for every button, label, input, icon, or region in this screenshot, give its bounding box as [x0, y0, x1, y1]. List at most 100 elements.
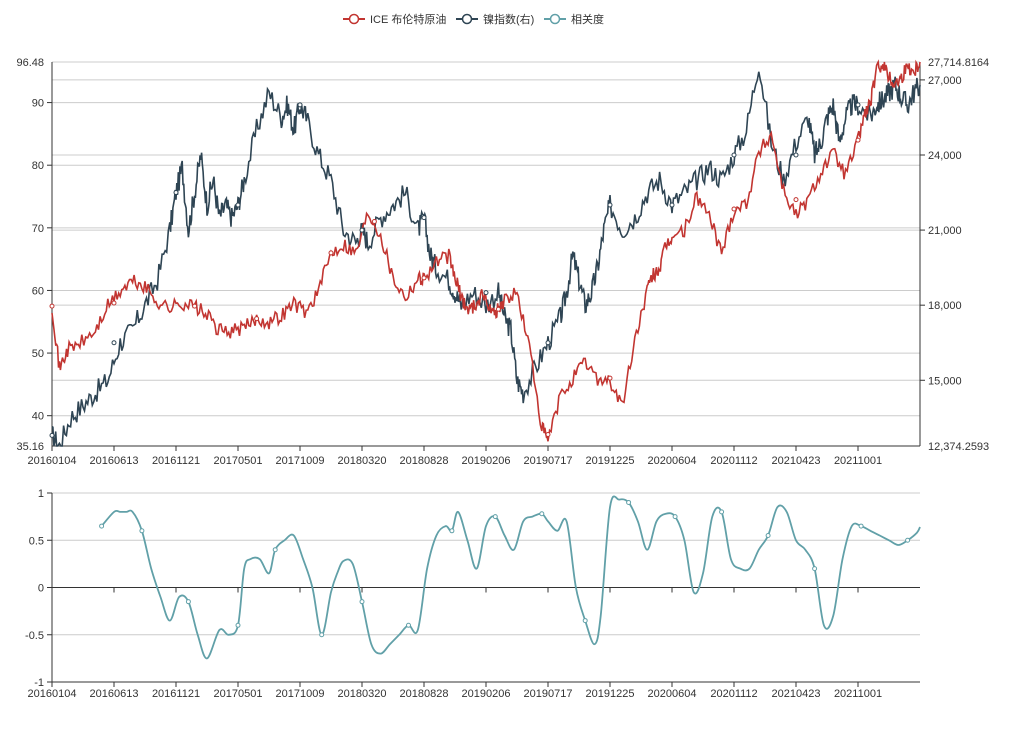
- brent-point: [421, 275, 427, 281]
- corr-x-tick-label: 20210423: [772, 688, 821, 700]
- x-tick-label: 20180828: [400, 455, 449, 467]
- corr-x-tick-label: 20211001: [834, 688, 882, 700]
- price-chart-axes: 40 50 60 70 80 90 15,000 18,000 21,000 24,000 27,0…: [16, 57, 989, 467]
- right-tick-label: 24,000: [928, 150, 962, 162]
- nickel-point: [545, 340, 551, 346]
- left-tick-label: 40: [32, 411, 44, 423]
- legend-item-brent[interactable]: ICE 布伦特原油: [343, 12, 446, 26]
- correlation-point: [449, 528, 455, 534]
- correlation-chart: -1 -0.5 0 0.5 1 20160104 20160613 20161121 20170…: [25, 488, 921, 700]
- correlation-point: [812, 566, 818, 572]
- nickel-point: [421, 215, 427, 221]
- x-tick-label: 20211001: [834, 455, 882, 467]
- corr-y-tick-label: 0: [38, 583, 44, 595]
- price-chart-grid: [52, 61, 920, 417]
- corr-x-tick-label: 20180828: [400, 688, 449, 700]
- x-tick-label: 20200604: [648, 455, 697, 467]
- left-tick-label: 90: [32, 98, 44, 110]
- correlation-point: [139, 528, 145, 534]
- brent-point: [371, 219, 377, 225]
- right-min-label: 12,374.2593: [928, 441, 989, 453]
- nickel-point: [297, 102, 303, 108]
- x-tick-label: 20161121: [152, 455, 200, 467]
- corr-x-tick-label: 20200604: [648, 688, 697, 700]
- left-max-label: 96.48: [16, 57, 44, 69]
- corr-x-tick-label: 20190206: [462, 688, 511, 700]
- corr-x-tick-label: 20180320: [338, 688, 387, 700]
- legend-marker-nickel: [461, 13, 473, 25]
- nickel-point: [669, 202, 675, 208]
- brent-point: [793, 197, 799, 203]
- nickel-point: [731, 152, 737, 158]
- nickel-point: [793, 152, 799, 158]
- brent-point: [49, 303, 55, 309]
- x-tick-label: 20191225: [586, 455, 635, 467]
- correlation-point: [492, 514, 498, 520]
- x-tick-label: 20170501: [214, 455, 263, 467]
- legend-item-nickel[interactable]: 镍指数(右): [456, 12, 534, 26]
- x-tick-label: 20160613: [90, 455, 139, 467]
- chart-legend[interactable]: ICE 布伦特原油 镍指数(右) 相关度: [343, 12, 604, 26]
- correlation-point: [582, 618, 588, 624]
- brent-point: [495, 306, 501, 312]
- correlation-point: [626, 499, 632, 505]
- x-tick-label: 20190206: [462, 455, 511, 467]
- correlation-point: [99, 523, 105, 529]
- x-tick-label: 20190717: [524, 455, 573, 467]
- brent-point: [731, 206, 737, 212]
- nickel-point: [49, 432, 55, 438]
- brent-point: [192, 303, 198, 309]
- corr-y-tick-label: 1: [38, 488, 44, 500]
- x-tick-label: 20171009: [276, 455, 325, 467]
- corr-x-tick-label: 20161121: [152, 688, 200, 700]
- correlation-line: [100, 495, 921, 660]
- brent-point: [607, 375, 613, 381]
- correlation-point: [719, 509, 725, 515]
- corr-x-tick-label: 20191225: [586, 688, 635, 700]
- legend-item-corr[interactable]: 相关度: [544, 12, 604, 26]
- nickel-point: [235, 202, 241, 208]
- nickel-index-line: [51, 71, 921, 447]
- legend-label-brent: ICE 布伦特原油: [370, 12, 446, 26]
- brent-point: [545, 431, 551, 437]
- x-tick-label: 20180320: [338, 455, 387, 467]
- nickel-point: [359, 227, 365, 233]
- brent-point: [328, 250, 334, 256]
- left-min-label: 35.16: [16, 441, 44, 453]
- corr-x-tick-label: 20201112: [710, 688, 757, 700]
- legend-label-corr: 相关度: [571, 12, 604, 26]
- correlation-point: [765, 533, 771, 539]
- brent-oil-line: [51, 59, 921, 442]
- x-tick-label: 20201112: [710, 455, 757, 467]
- correlation-chart-series: [99, 495, 921, 660]
- right-tick-label: 15,000: [928, 375, 962, 387]
- price-chart-series: [49, 59, 921, 447]
- brent-point: [254, 316, 260, 322]
- corr-y-tick-label: -1: [34, 677, 44, 689]
- correlation-point: [539, 511, 545, 517]
- corr-x-tick-label: 20160613: [90, 688, 139, 700]
- correlation-point: [406, 622, 411, 628]
- correlation-point: [319, 632, 325, 638]
- nickel-point: [483, 290, 489, 296]
- nickel-point: [855, 102, 861, 108]
- brent-point: [111, 300, 117, 306]
- correlation-point: [185, 599, 191, 605]
- brent-point: [855, 137, 861, 143]
- corr-x-tick-label: 20190717: [524, 688, 573, 700]
- left-tick-label: 80: [32, 160, 44, 172]
- correlation-chart-axes: -1 -0.5 0 0.5 1 20160104 20160613 20161121 20170…: [25, 488, 920, 700]
- corr-y-tick-label: 0.5: [29, 535, 44, 547]
- corr-y-tick-label: -0.5: [25, 630, 44, 642]
- correlation-point: [235, 622, 241, 628]
- left-tick-label: 50: [32, 348, 44, 360]
- nickel-point: [111, 340, 117, 346]
- price-chart: 40 50 60 70 80 90 15,000 18,000 21,000 24,000 27,0…: [16, 57, 989, 467]
- right-tick-label: 18,000: [928, 300, 962, 312]
- legend-marker-corr: [549, 13, 561, 25]
- correlation-point: [359, 599, 365, 605]
- corr-x-tick-label: 20160104: [28, 688, 77, 700]
- corr-x-tick-label: 20171009: [276, 688, 325, 700]
- legend-marker-brent: [348, 13, 360, 25]
